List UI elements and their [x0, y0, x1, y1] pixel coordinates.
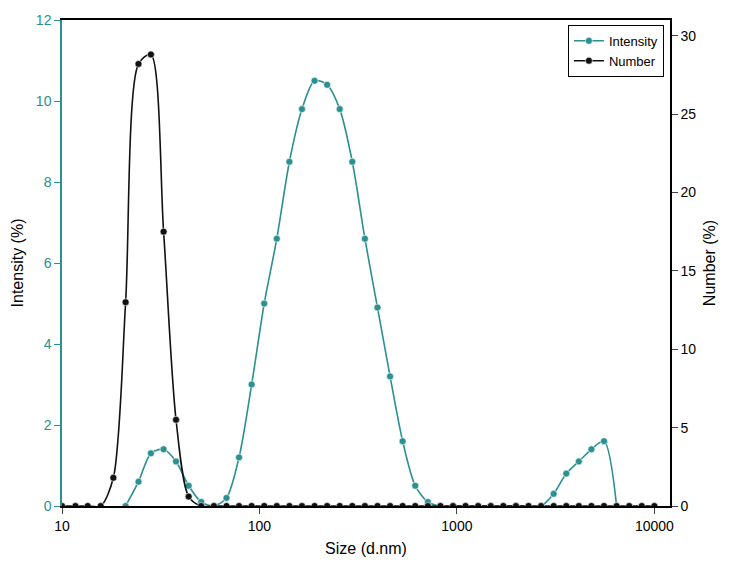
svg-text:4: 4	[44, 336, 52, 352]
svg-text:10: 10	[36, 93, 52, 109]
svg-text:6: 6	[44, 255, 52, 271]
svg-text:2: 2	[44, 417, 52, 433]
svg-text:15: 15	[681, 263, 697, 279]
svg-text:10: 10	[681, 341, 697, 357]
svg-text:5: 5	[681, 420, 689, 436]
svg-text:Intensity: Intensity	[609, 34, 658, 49]
svg-text:25: 25	[681, 106, 697, 122]
svg-text:1000: 1000	[441, 518, 472, 534]
svg-text:8: 8	[44, 174, 52, 190]
svg-text:Number (%): Number (%)	[701, 220, 718, 306]
svg-text:Number: Number	[609, 54, 656, 69]
svg-text:20: 20	[681, 184, 697, 200]
svg-text:Size (d.nm): Size (d.nm)	[325, 540, 407, 557]
svg-text:0: 0	[44, 498, 52, 514]
svg-text:12: 12	[36, 12, 52, 28]
svg-text:10: 10	[54, 518, 70, 534]
svg-text:Intensity (%): Intensity (%)	[9, 219, 26, 308]
svg-text:100: 100	[248, 518, 272, 534]
svg-text:0: 0	[681, 498, 689, 514]
svg-text:30: 30	[681, 28, 697, 44]
svg-text:10000: 10000	[635, 518, 674, 534]
